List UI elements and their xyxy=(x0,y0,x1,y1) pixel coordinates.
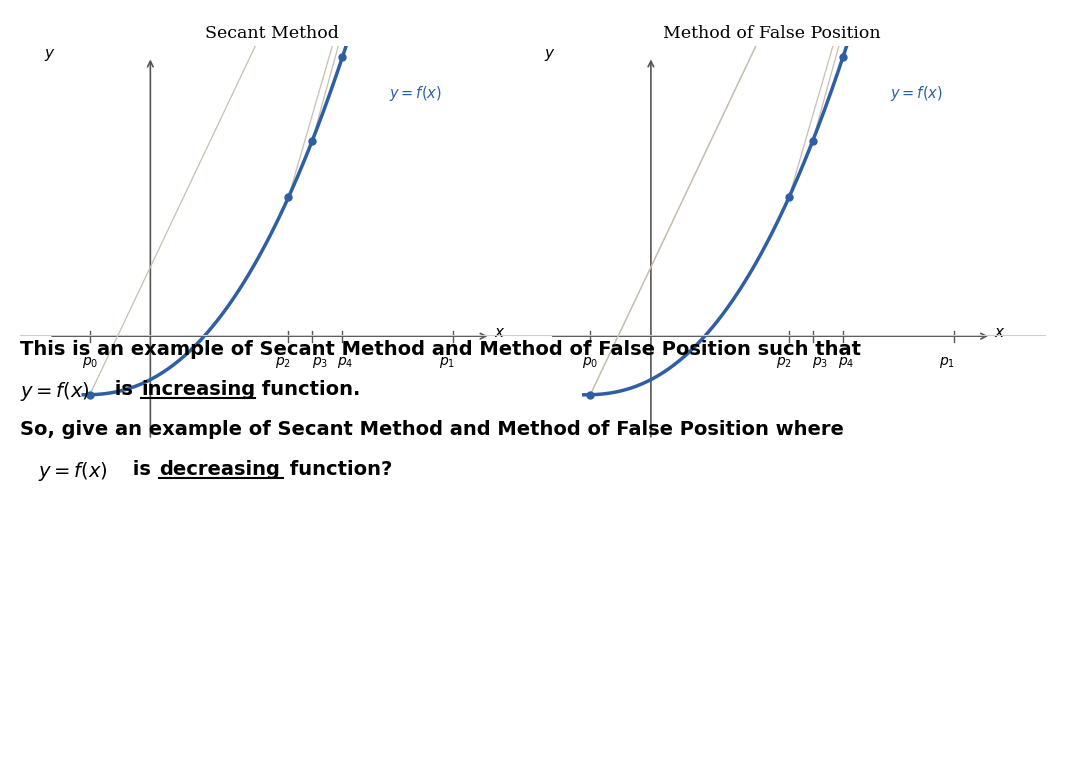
Text: $p_0$: $p_0$ xyxy=(82,356,98,370)
Text: $y$: $y$ xyxy=(44,48,55,63)
Text: This is an example of Secant Method and Method of False Position such that: This is an example of Secant Method and … xyxy=(20,340,861,359)
Text: increasing: increasing xyxy=(141,380,256,399)
Text: $x$: $x$ xyxy=(995,325,1006,340)
Text: $y = f(x)$: $y = f(x)$ xyxy=(20,380,89,403)
Text: function.: function. xyxy=(255,380,360,399)
Title: Method of False Position: Method of False Position xyxy=(663,25,881,42)
Text: $p_4$: $p_4$ xyxy=(338,356,354,370)
Title: Secant Method: Secant Method xyxy=(204,25,339,42)
Text: decreasing: decreasing xyxy=(159,460,280,479)
Text: $p_4$: $p_4$ xyxy=(838,356,854,370)
Text: is: is xyxy=(126,460,158,479)
Text: $y = f(x)$: $y = f(x)$ xyxy=(38,460,108,483)
Text: $p_1$: $p_1$ xyxy=(939,356,955,370)
Text: $x$: $x$ xyxy=(494,325,506,340)
Text: $p_3$: $p_3$ xyxy=(312,356,328,370)
Text: $y = f(x)$: $y = f(x)$ xyxy=(390,84,442,103)
Text: $p_3$: $p_3$ xyxy=(813,356,829,370)
Text: $y = f(x)$: $y = f(x)$ xyxy=(890,84,943,103)
Text: $y$: $y$ xyxy=(544,48,556,63)
Text: So, give an example of Secant Method and Method of False Position where: So, give an example of Secant Method and… xyxy=(20,420,843,439)
Text: function?: function? xyxy=(283,460,392,479)
Text: $p_0$: $p_0$ xyxy=(583,356,599,370)
Text: $p_2$: $p_2$ xyxy=(775,356,791,370)
Text: is: is xyxy=(108,380,140,399)
Text: $p_1$: $p_1$ xyxy=(439,356,455,370)
Text: $p_2$: $p_2$ xyxy=(275,356,291,370)
